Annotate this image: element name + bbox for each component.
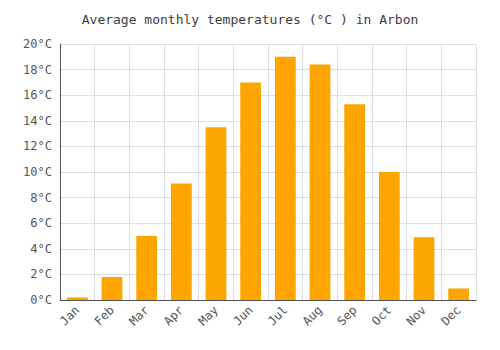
svg-text:10°C: 10°C xyxy=(23,165,52,179)
svg-text:4°C: 4°C xyxy=(30,242,52,256)
svg-text:2°C: 2°C xyxy=(30,267,52,281)
svg-text:Jun: Jun xyxy=(230,303,255,328)
svg-text:Dec: Dec xyxy=(438,303,463,328)
svg-text:Sep: Sep xyxy=(334,303,359,328)
svg-text:Oct: Oct xyxy=(369,303,394,328)
svg-text:Aug: Aug xyxy=(300,303,325,328)
svg-text:14°C: 14°C xyxy=(23,114,52,128)
svg-text:6°C: 6°C xyxy=(30,216,52,230)
svg-text:Feb: Feb xyxy=(92,303,117,328)
svg-text:16°C: 16°C xyxy=(23,88,52,102)
svg-text:18°C: 18°C xyxy=(23,63,52,77)
svg-text:20°C: 20°C xyxy=(23,37,52,51)
svg-text:12°C: 12°C xyxy=(23,139,52,153)
svg-text:Mar: Mar xyxy=(126,303,151,328)
svg-text:Apr: Apr xyxy=(161,303,186,328)
svg-text:Jul: Jul xyxy=(265,303,290,328)
svg-text:0°C: 0°C xyxy=(30,293,52,307)
svg-text:Average monthly temperatures (: Average monthly temperatures (°C ) in Ar… xyxy=(82,12,419,27)
svg-text:8°C: 8°C xyxy=(30,191,52,205)
svg-text:Jan: Jan xyxy=(57,303,82,328)
svg-text:May: May xyxy=(196,303,221,328)
svg-text:Nov: Nov xyxy=(404,303,429,328)
